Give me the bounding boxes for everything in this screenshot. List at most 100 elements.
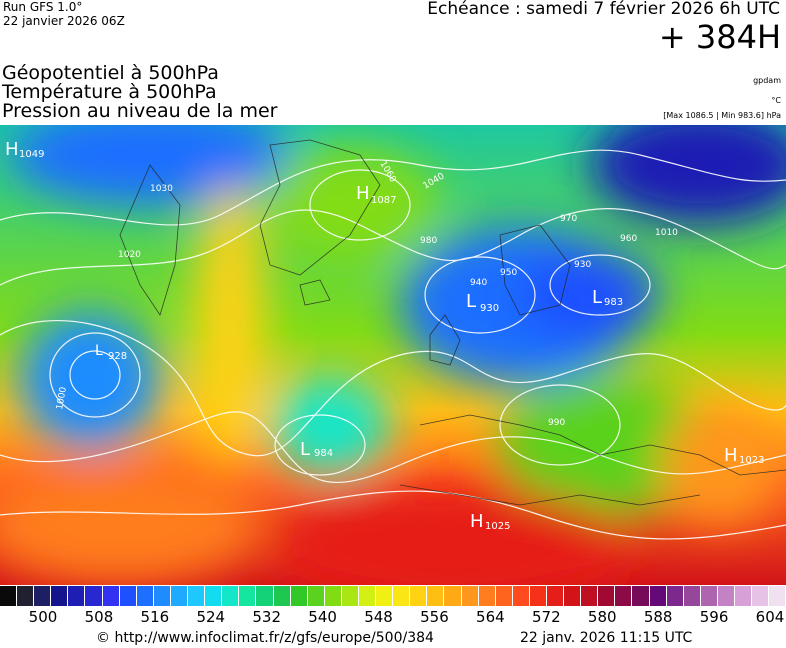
isobar-label: 990 (548, 418, 565, 428)
isobar-label: 970 (560, 214, 577, 224)
colorbar-swatch (461, 586, 479, 606)
high-center-2-value: 1087 (371, 195, 396, 206)
coastlines (119, 139, 786, 506)
colorbar-swatch (649, 586, 667, 606)
valid-time: Echéance : samedi 7 février 2026 6h UTC (427, 0, 780, 19)
colorbar-swatch (51, 586, 69, 606)
isobars (0, 149, 786, 540)
map-titles: Géopotentiel à 500hPa Température à 500h… (2, 64, 277, 121)
colorbar-swatch (136, 586, 154, 606)
colorbar-swatch (683, 586, 701, 606)
run-date: 22 janvier 2026 06Z (3, 14, 125, 28)
colorbar-tick-label: 604 (755, 608, 785, 626)
title-pressure: Pression au niveau de la mer (2, 100, 278, 122)
colorbar-tick-label: 532 (252, 608, 282, 626)
isobar-label: 980 (420, 236, 437, 246)
high-center-4-letter: H (724, 445, 738, 466)
isobar-label: 1000 (55, 386, 69, 411)
isobar-label: 1010 (655, 228, 678, 238)
isobar-label: 960 (620, 234, 637, 244)
colorbar-swatch (85, 586, 103, 606)
colorbar-swatch (358, 586, 377, 606)
low-center-1-value: 930 (480, 303, 499, 314)
colorbar-tick-label: 572 (531, 608, 561, 626)
colorbar-swatch (68, 586, 86, 606)
colorbar-swatch (341, 586, 359, 606)
colorbar-swatch (564, 586, 582, 606)
colorbar-swatch (666, 586, 684, 606)
colorbar-swatch (529, 586, 547, 606)
high-center-1-letter: H (5, 139, 19, 160)
source-url: © http://www.infoclimat.fr/z/gfs/europe/… (96, 630, 434, 646)
low-center-2-letter: L (592, 287, 602, 308)
colorbar-tick-label: 500 (28, 608, 58, 626)
colorbar-swatch (478, 586, 496, 606)
colorbar-tick-label: 588 (643, 608, 673, 626)
unit-geopotential: gpdam (753, 76, 781, 85)
colorbar-swatch (581, 586, 599, 606)
colorbar-swatch (615, 586, 633, 606)
colorbar-swatch (376, 586, 394, 606)
low-center-3-value: 984 (314, 448, 333, 459)
colorbar-swatch (717, 586, 736, 606)
colorbar-tick-label: 508 (84, 608, 114, 626)
title-temperature: Température à 500hPa (2, 81, 217, 103)
colorbar-swatch (427, 586, 445, 606)
low-center-3-letter: L (300, 439, 310, 460)
title-geopotential: Géopotentiel à 500hPa (2, 62, 219, 84)
colorbar-ticks: 500 508 516 524 532 540 548 556 564 572 580 588 596 6… (0, 608, 786, 626)
colorbar-swatch (512, 586, 530, 606)
colorbar-swatch (324, 586, 342, 606)
low-center-1-letter: L (466, 291, 476, 312)
pressure-centers: H 1049 H 1087 H 1025 H 1023 L 930 L 983 … (5, 139, 764, 532)
colorbar-swatch (752, 586, 770, 606)
colorbar-swatch (239, 586, 257, 606)
run-info: Run GFS 1.0° 22 janvier 2026 06Z (3, 0, 125, 28)
colorbar (0, 586, 786, 606)
colorbar-swatch (0, 586, 18, 606)
low-center-4-value: 928 (108, 351, 127, 362)
colorbar-swatch (444, 586, 462, 606)
colorbar-swatch (102, 586, 120, 606)
colorbar-tick-label: 580 (587, 608, 617, 626)
colorbar-swatch (769, 586, 786, 606)
colorbar-swatch (273, 586, 291, 606)
isobar-label: 930 (574, 260, 591, 270)
colorbar-swatch (205, 586, 223, 606)
colorbar-swatch (700, 586, 718, 606)
high-center-3-value: 1025 (485, 521, 510, 532)
colorbar-swatch (170, 586, 189, 606)
colorbar-tick-label: 564 (476, 608, 505, 626)
colorbar-swatch (256, 586, 274, 606)
colorbar-swatch (222, 586, 240, 606)
colorbar-swatch (410, 586, 428, 606)
lead-time: + 384H (658, 18, 781, 56)
unit-pressure: [Max 1086.5 | Min 983.6] hPa (663, 111, 781, 120)
colorbar-tick-label: 516 (140, 608, 170, 626)
isobar-label: 940 (470, 278, 487, 288)
isobar-label: 950 (500, 268, 517, 278)
unit-temperature: °C (771, 96, 781, 105)
colorbar-swatch (598, 586, 616, 606)
colorbar-swatch (153, 586, 171, 606)
colorbar-tick-label: 548 (364, 608, 393, 626)
run-label: Run GFS 1.0° (3, 0, 83, 14)
colorbar-swatch (632, 586, 650, 606)
colorbar-swatch (34, 586, 52, 606)
isobar-label: 1020 (118, 250, 141, 260)
colorbar-swatch (307, 586, 325, 606)
low-center-4-letter: L (95, 343, 103, 359)
colorbar-swatch (735, 586, 753, 606)
high-center-2-letter: H (356, 183, 370, 204)
high-center-4-value: 1023 (739, 455, 764, 466)
colorbar-tick-label: 596 (699, 608, 729, 626)
colorbar-swatch (119, 586, 137, 606)
low-center-2-value: 983 (604, 297, 623, 308)
colorbar-swatch (17, 586, 35, 606)
map-canvas: H 1049 H 1087 H 1025 H 1023 L 930 L 983 … (0, 125, 786, 585)
high-center-3-letter: H (470, 511, 484, 532)
generated-timestamp: 22 janv. 2026 11:15 UTC (520, 630, 693, 646)
colorbar-swatch (290, 586, 308, 606)
weather-map: H 1049 H 1087 H 1025 H 1023 L 930 L 983 … (0, 125, 786, 585)
colorbar-swatch (547, 586, 565, 606)
